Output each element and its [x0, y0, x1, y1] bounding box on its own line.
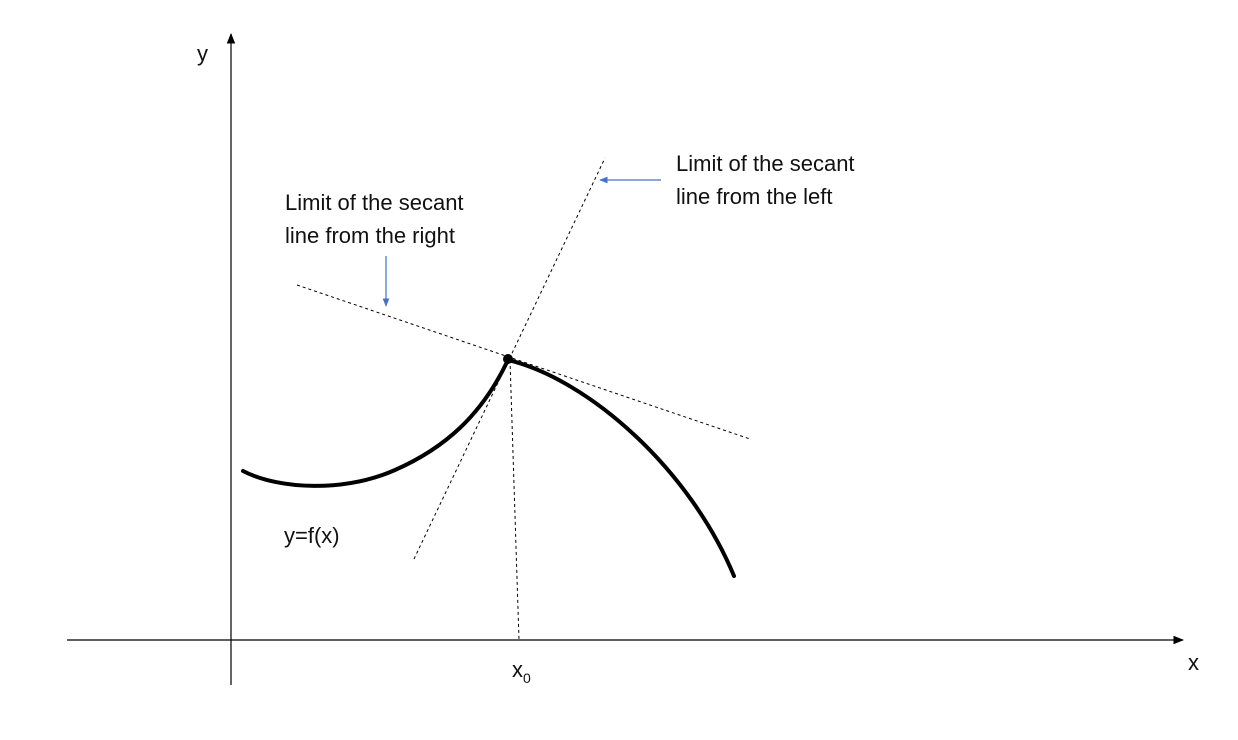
right-limit-secant-line [296, 284, 751, 440]
point-x0-dot [503, 354, 513, 364]
x0-dashed-line [509, 359, 520, 641]
right-limit-label-line1: Limit of the secant [285, 190, 464, 215]
left-limit-label: Limit of the secant line from the left [676, 147, 855, 213]
function-label: y=f(x) [284, 523, 340, 548]
y-axis-label: y [197, 41, 208, 66]
left-limit-label-line2: line from the left [676, 184, 833, 209]
x0-label: x0 [512, 653, 531, 695]
curve-left-branch [241, 358, 510, 488]
right-limit-label-line2: line from the right [285, 223, 455, 248]
x0-label-base: x [512, 657, 523, 682]
curve-right-branch [506, 358, 736, 578]
right-limit-label: Limit of the secant line from the right [285, 186, 464, 252]
left-limit-label-line1: Limit of the secant [676, 151, 855, 176]
x0-label-subscript: 0 [523, 670, 531, 686]
x-axis-label: x [1188, 650, 1199, 675]
